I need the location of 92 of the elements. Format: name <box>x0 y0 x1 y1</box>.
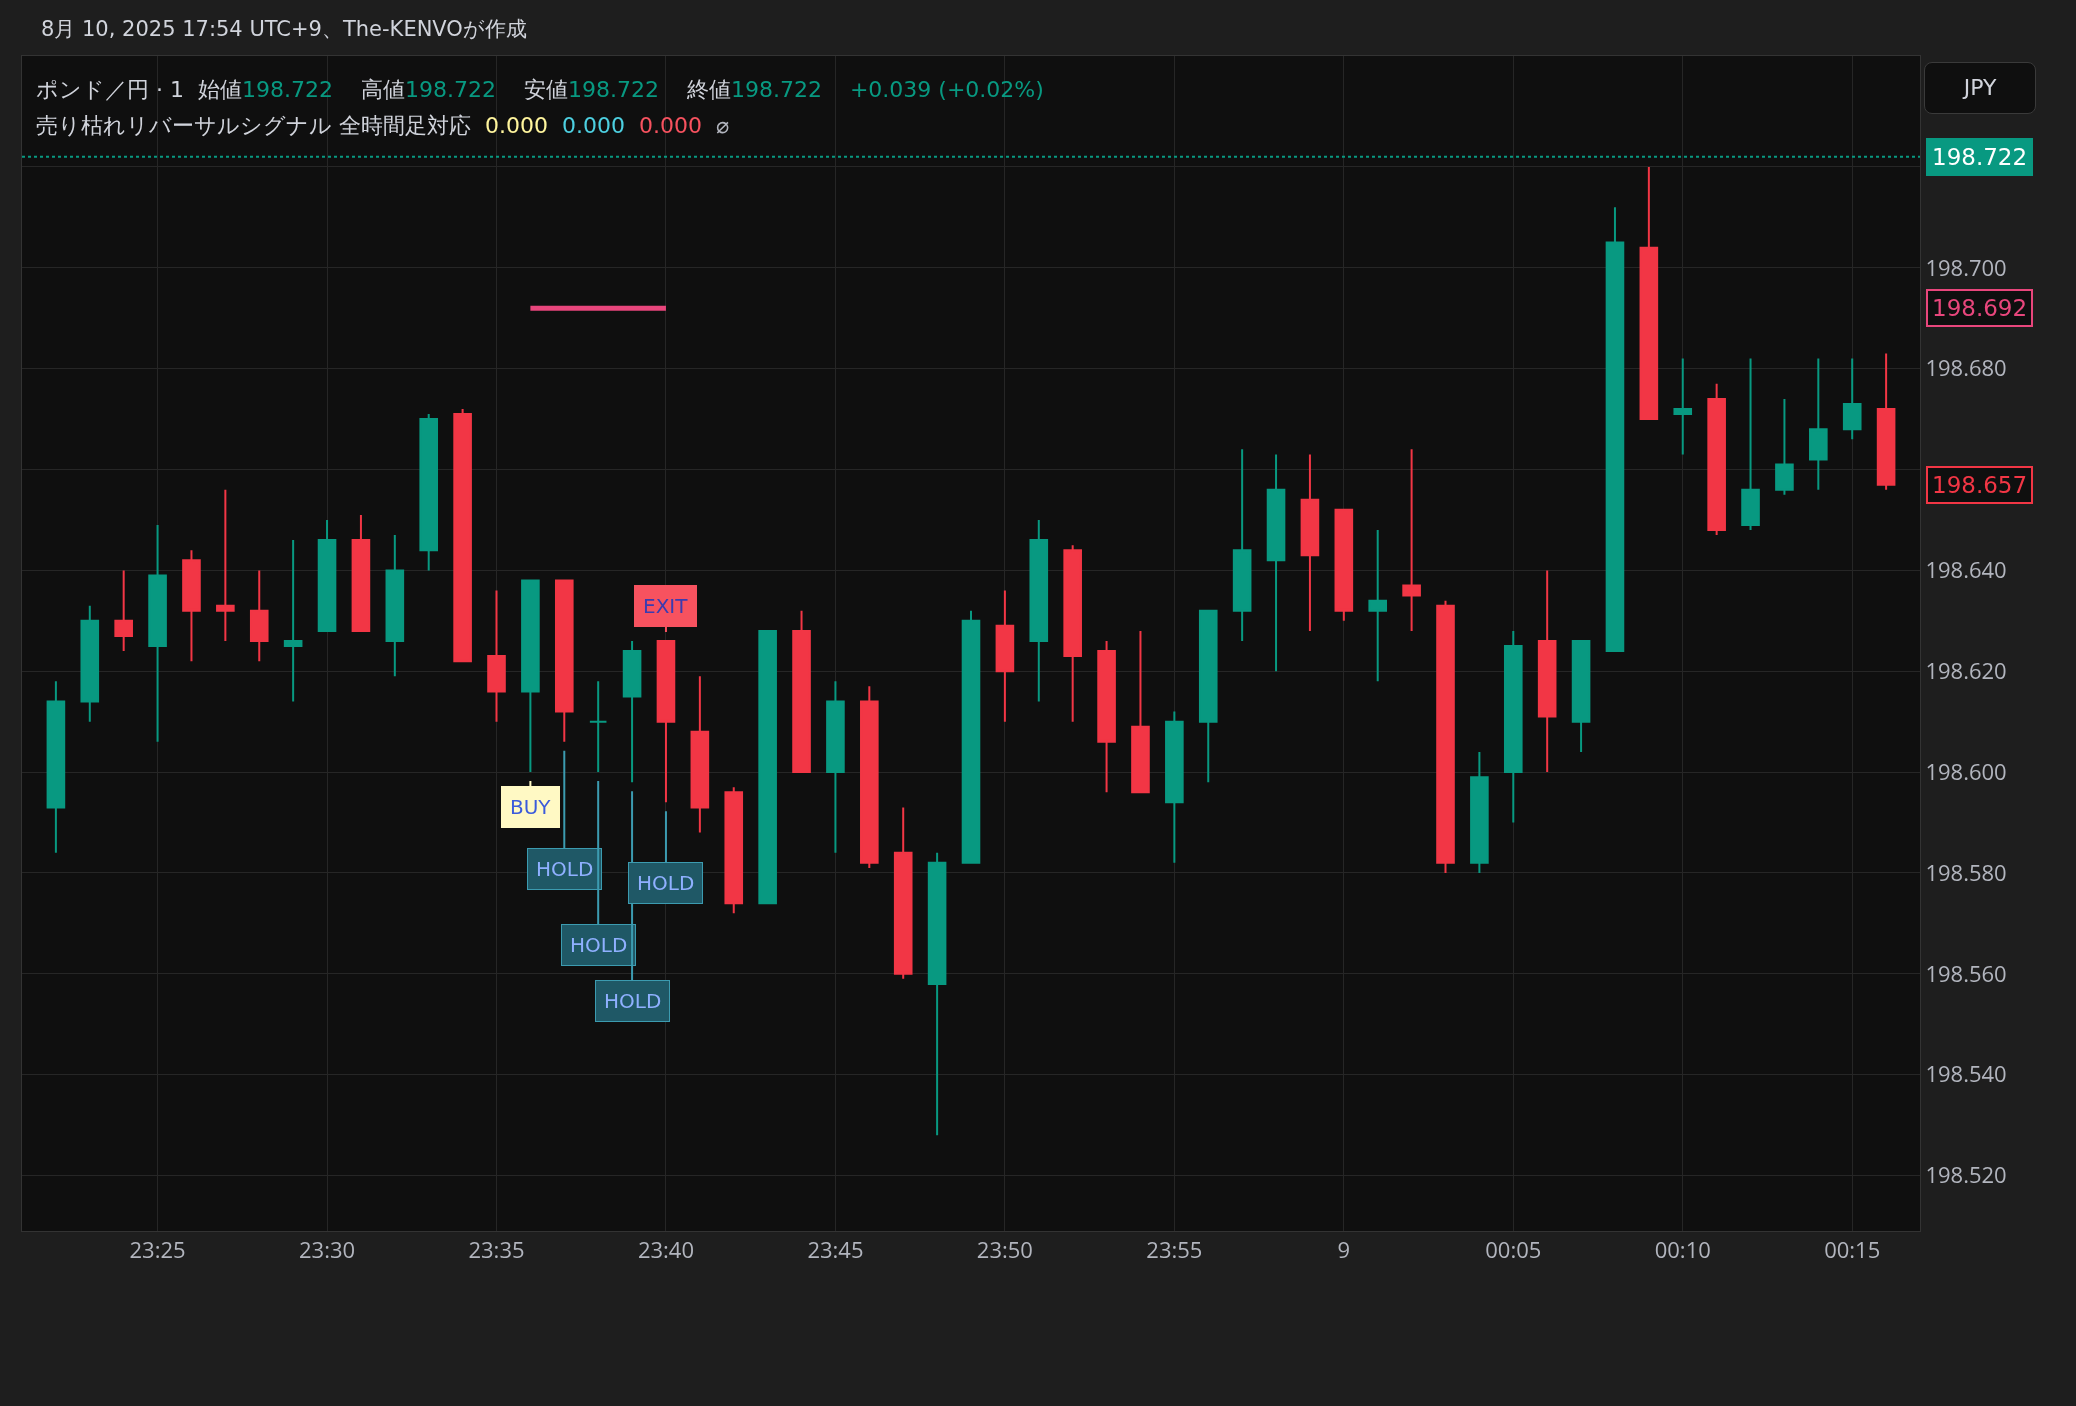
candlestick <box>182 549 201 663</box>
candlestick <box>283 539 303 703</box>
candlestick <box>1198 609 1218 784</box>
candlestick <box>46 680 66 854</box>
text: JPY <box>1924 62 2036 114</box>
candlestick <box>1571 639 1591 753</box>
candlestick <box>860 685 879 869</box>
candlestick <box>1029 518 1049 703</box>
x-tick-label: 23:55 <box>1146 1234 1203 1265</box>
text: 198.657 <box>1932 472 2028 498</box>
annotation: EXIT <box>643 594 689 618</box>
annotation: HOLD <box>570 933 628 957</box>
x-tick-label: 00:10 <box>1654 1234 1711 1265</box>
candlestick <box>1503 629 1523 824</box>
annotation: 売り枯れリバーサルシグナル 全時間足対応 <box>36 113 471 138</box>
annotation: HOLD <box>536 857 594 881</box>
candlestick <box>1605 206 1625 653</box>
candlestick <box>114 569 133 653</box>
x-tick-label: 23:40 <box>637 1234 695 1265</box>
annotation: ⌀ <box>715 113 730 138</box>
candlestick <box>961 609 981 864</box>
candlestick <box>1707 382 1726 537</box>
y-tick-label: 198.600 <box>1925 755 2007 786</box>
candlestick <box>80 604 100 723</box>
candlestick <box>826 680 845 854</box>
candlestick <box>1639 165 1659 421</box>
candlestick <box>1334 508 1354 622</box>
candlestick <box>1673 357 1693 456</box>
annotation: 0.000 <box>561 113 625 138</box>
candlestick <box>1402 448 1421 632</box>
candlestick <box>893 806 913 980</box>
candlestick <box>995 589 1015 723</box>
text: ポンド／円 · 1 <box>36 77 184 102</box>
candlestick <box>758 629 777 905</box>
candlestick <box>1266 453 1286 673</box>
candlestick <box>419 413 439 572</box>
candlestick <box>1131 629 1150 794</box>
candlestick <box>1741 357 1760 532</box>
y-tick-label: 198.620 <box>1925 654 2007 685</box>
y-tick-label: 198.560 <box>1925 957 2007 988</box>
candlestick <box>385 534 405 678</box>
candlestick <box>1470 750 1489 874</box>
candlestick <box>148 523 167 743</box>
x-tick-label: 23:50 <box>976 1234 1033 1265</box>
candlestick <box>351 513 371 632</box>
annotation: 高値198.722 <box>360 77 496 102</box>
x-tick-label: 00:05 <box>1485 1234 1542 1265</box>
annotation: +0.039 (+0.02%) <box>849 77 1044 102</box>
y-tick-label: 198.580 <box>1925 856 2007 887</box>
candlestick <box>1876 352 1896 491</box>
candlestick <box>927 851 947 1137</box>
candlestick <box>487 589 506 723</box>
candlestick <box>1097 639 1116 794</box>
y-tick-label: 198.680 <box>1925 352 2007 383</box>
candlestick <box>216 488 235 642</box>
y-tick-label: 198.540 <box>1925 1058 2007 1089</box>
x-tick-label: 00:15 <box>1824 1234 1881 1265</box>
candlestick <box>792 609 811 774</box>
x-tick-label: 23:35 <box>468 1234 525 1265</box>
annotation: 始値198.722 <box>197 77 333 102</box>
x-tick-label: 9 <box>1337 1234 1351 1265</box>
annotation: HOLD <box>637 871 695 895</box>
candlestick <box>1165 710 1184 864</box>
ref-line-label: 198.722 <box>1932 144 2028 170</box>
candlestick <box>1368 529 1388 683</box>
x-tick-label: 23:45 <box>807 1234 864 1265</box>
y-tick-label: 198.640 <box>1925 554 2007 585</box>
candlestick <box>317 518 337 632</box>
annotation: BUY <box>510 795 552 819</box>
text: 198.692 <box>1932 295 2028 321</box>
candlestick <box>249 569 269 663</box>
annotation: 0.000 <box>638 113 702 138</box>
candlestick <box>1300 453 1320 632</box>
x-tick-label: 23:30 <box>298 1234 356 1265</box>
candlestick <box>1775 397 1794 496</box>
x-tick-label: 23:25 <box>129 1234 186 1265</box>
chart-title: 8月 10, 2025 17:54 UTC+9、The-KENVOが作成 <box>40 16 527 41</box>
candlestick <box>724 786 744 915</box>
candlestick <box>453 408 472 663</box>
candlestick <box>1537 569 1557 774</box>
candlestick <box>1842 357 1862 441</box>
annotation: 0.000 <box>485 113 548 138</box>
y-tick-label: 198.700 <box>1925 251 2007 282</box>
candlestick <box>1436 599 1455 874</box>
candlestick <box>1063 544 1082 723</box>
candlestick <box>1232 448 1252 642</box>
annotation: HOLD <box>604 989 662 1013</box>
annotation: 終値198.722 <box>686 77 822 102</box>
annotation: 安値198.722 <box>523 77 659 102</box>
candlestick <box>690 675 710 834</box>
candlestick <box>1809 357 1828 491</box>
y-tick-label: 198.520 <box>1925 1159 2007 1190</box>
